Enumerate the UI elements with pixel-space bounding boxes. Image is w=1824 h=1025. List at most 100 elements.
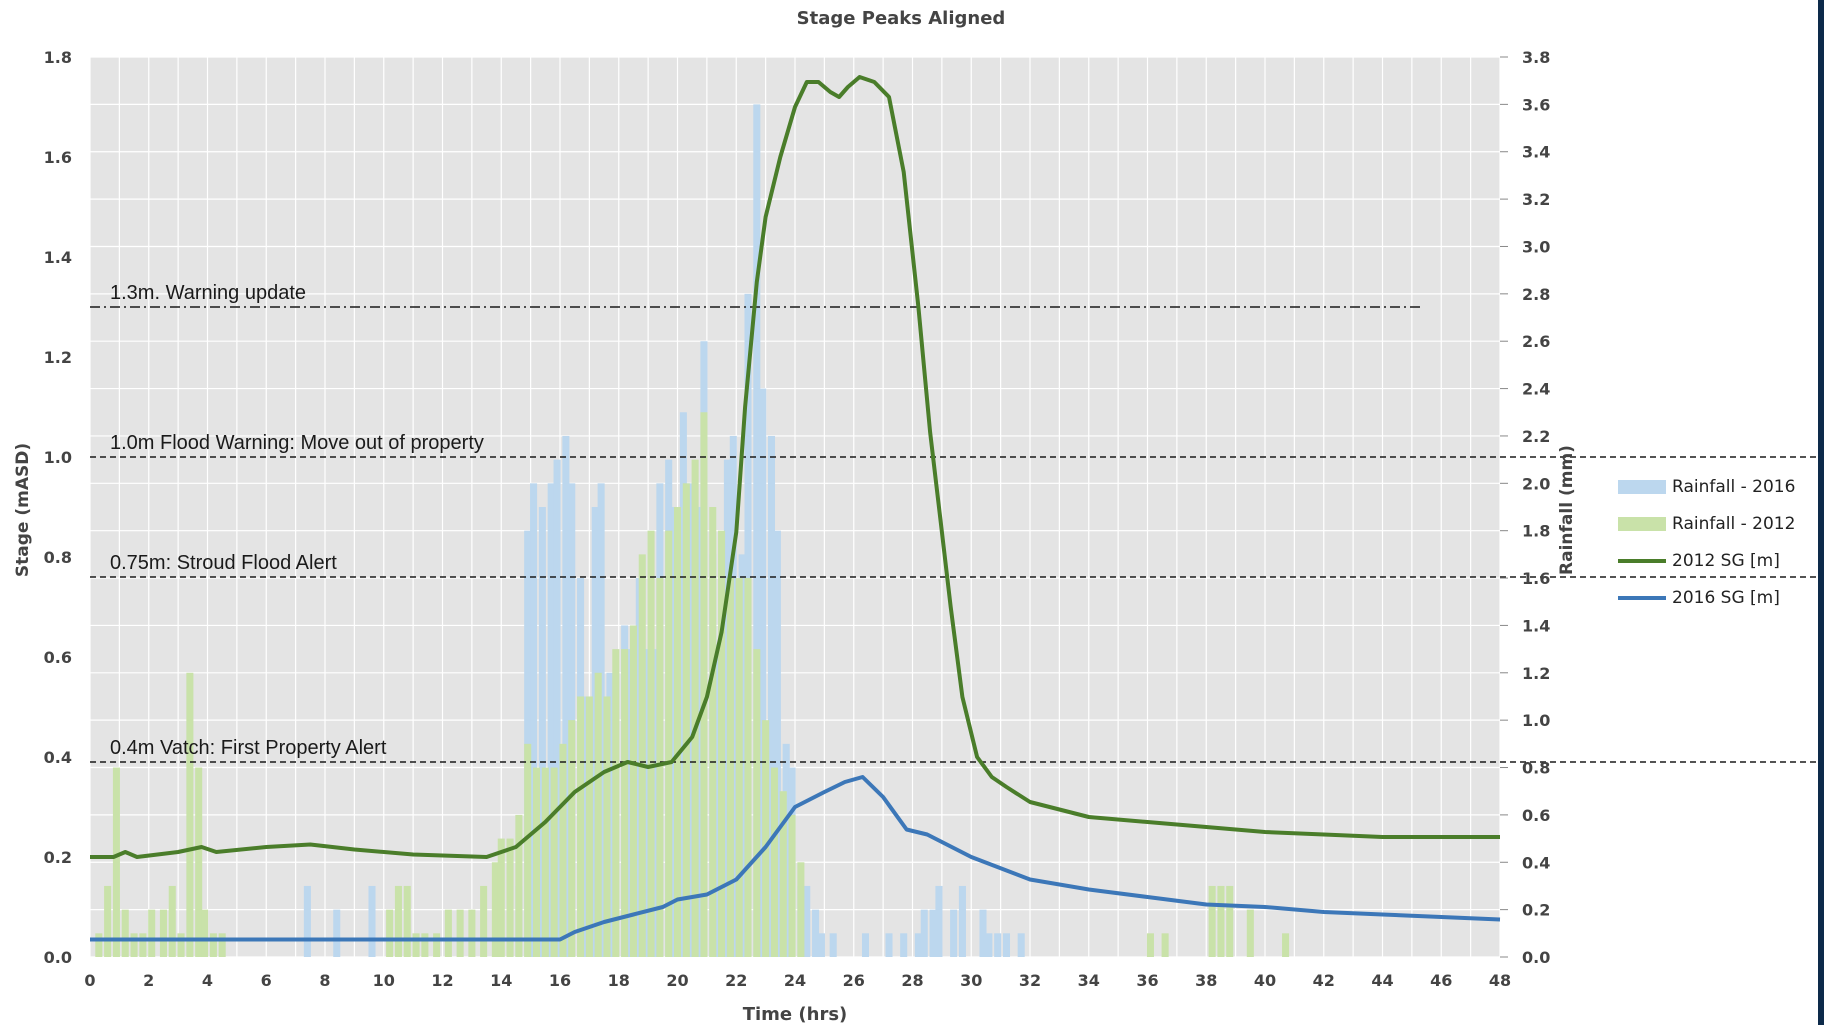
rainfall-2012-bar [403, 885, 411, 957]
x-tick-label: 18 [608, 971, 630, 990]
x-tick-label: 12 [431, 971, 453, 990]
rainfall-2012-bar [629, 625, 637, 957]
rainfall-2012-bar [691, 459, 699, 957]
rainfall-2012-bar [524, 743, 532, 957]
y-tick-label: 0.6 [44, 648, 72, 667]
stage-lines [90, 75, 1501, 942]
x-tick-label: 44 [1371, 971, 1393, 990]
y2-tick-label: 0.6 [1522, 806, 1550, 825]
horizontal-gridlines [90, 56, 1500, 958]
rainfall-2012-bar [218, 933, 226, 957]
rainfall-2016-bar [994, 933, 1002, 957]
rainfall-2016-bar [1017, 933, 1025, 957]
y2-tick-label: 0.0 [1522, 948, 1550, 967]
rainfall-2016-bar [812, 909, 820, 957]
x-tick-label: 42 [1313, 971, 1335, 990]
rainfall-2012-bar [1282, 933, 1290, 957]
chart-title: Stage Peaks Aligned [797, 8, 1006, 29]
rainfall-2012-bar [568, 720, 576, 957]
rainfall-2016-bar [1002, 933, 1011, 957]
y2-axis-label: Rainfall (mm) [1557, 445, 1577, 575]
x-tick-label: 22 [725, 971, 747, 990]
rainfall-2016-bar [530, 483, 538, 957]
rainfall-2012-bar [603, 696, 611, 957]
rainfall-2012-bar [148, 909, 156, 957]
y2-tick-label: 0.2 [1522, 901, 1550, 920]
x-tick-label: 40 [1254, 971, 1276, 990]
rainfall-2012-bar [515, 814, 523, 957]
y2-tick-label: 2.6 [1522, 332, 1550, 351]
rainfall-2012-bar [735, 578, 743, 957]
rainfall-2012-bar [550, 767, 558, 957]
rainfall-2016-bar [829, 933, 837, 957]
rainfall-2012-bar [412, 933, 420, 957]
y2-tick-label: 3.2 [1522, 190, 1550, 209]
rainfall-2012-bar [112, 767, 120, 957]
rainfall-2016-bar [547, 483, 555, 957]
rainfall-2012-bar [585, 696, 593, 957]
rainfall-2012-bar [433, 933, 441, 957]
rainfall-2012-bar [159, 909, 167, 957]
rainfall-2012-bar [444, 909, 452, 957]
rainfall-2012-bar [700, 412, 708, 957]
rainfall-2012-bar [139, 933, 147, 957]
rainfall-2012-bar [195, 767, 203, 957]
rainfall-2012-bar [506, 838, 514, 957]
rainfall-2012-bar [744, 578, 752, 957]
y2-tick-label: 1.0 [1522, 711, 1550, 730]
rainfall-2012-bar [121, 909, 129, 957]
y-tick-label: 1.2 [44, 348, 72, 367]
rainfall-2012-bar [638, 554, 646, 957]
x-tick-label: 30 [960, 971, 982, 990]
rainfall-2012-bar [788, 814, 796, 957]
x-tick-label: 24 [784, 971, 806, 990]
y-tick-label: 1.8 [44, 48, 72, 67]
rainfall-2012-bar [456, 909, 464, 957]
rainfall-2012-bar [594, 672, 602, 957]
x-tick-label: 10 [373, 971, 395, 990]
y-axis-label: Stage (mASD) [13, 443, 33, 577]
rainfall-2016-bar [767, 435, 776, 957]
rainfall-2016-bar [303, 885, 311, 957]
legend-label: 2016 SG [m] [1672, 587, 1780, 608]
rainfall-2016-bar [958, 885, 966, 957]
rainfall-2016-bar [929, 909, 937, 957]
rainfall-2012-bar [612, 649, 620, 957]
y2-tick-label: 2.2 [1522, 427, 1550, 446]
rainfall-2012-bar [665, 530, 673, 957]
rainfall-2012-bar [168, 885, 176, 957]
rainfall-2012-bar [541, 767, 549, 957]
legend-item-rainfall-2012: Rainfall - 2012 [1618, 505, 1808, 542]
x-tick-label: 14 [490, 971, 512, 990]
rainfall-2012-bar [559, 743, 567, 957]
rainfall-2012-bar [762, 720, 770, 957]
y2-tick-label: 1.2 [1522, 664, 1550, 683]
rainfall-2012-bar [577, 696, 585, 957]
legend-item-rainfall-2016: Rainfall - 2016 [1618, 468, 1808, 505]
rainfall-2016-bar [935, 885, 943, 957]
rainfall-2016-bar [368, 885, 376, 957]
rainfall-2012-bar [209, 933, 217, 957]
line-2012-sg [90, 75, 1500, 859]
legend-swatch-rainfall-2012 [1618, 516, 1666, 531]
y-tick-label: 1.0 [44, 448, 72, 467]
rainfall-2012-bar [779, 791, 787, 957]
rainfall-2016-bar [920, 909, 928, 957]
x-tick-label: 46 [1430, 971, 1452, 990]
rainfall-2012-bar [1161, 933, 1169, 957]
rainfall-2012-bar [386, 909, 394, 957]
x-tick-label: 20 [666, 971, 688, 990]
y2-tick-label: 0.4 [1522, 853, 1550, 872]
x-tick-label: 26 [843, 971, 865, 990]
rainfall-2012-bar [491, 862, 499, 957]
rainfall-2012-bar [1226, 885, 1234, 957]
rainfall-2016-bar [553, 459, 561, 957]
rainfall-2012-bar [1146, 933, 1154, 957]
rainfall-2012-bar [709, 507, 717, 957]
rainfall-2012-bar [394, 885, 402, 957]
rainfall-2016-bar [759, 388, 767, 957]
rainfall-2016-bar [333, 909, 341, 957]
rainfall-2012-bar [682, 483, 690, 957]
rainfall-2012-bar [726, 578, 734, 957]
